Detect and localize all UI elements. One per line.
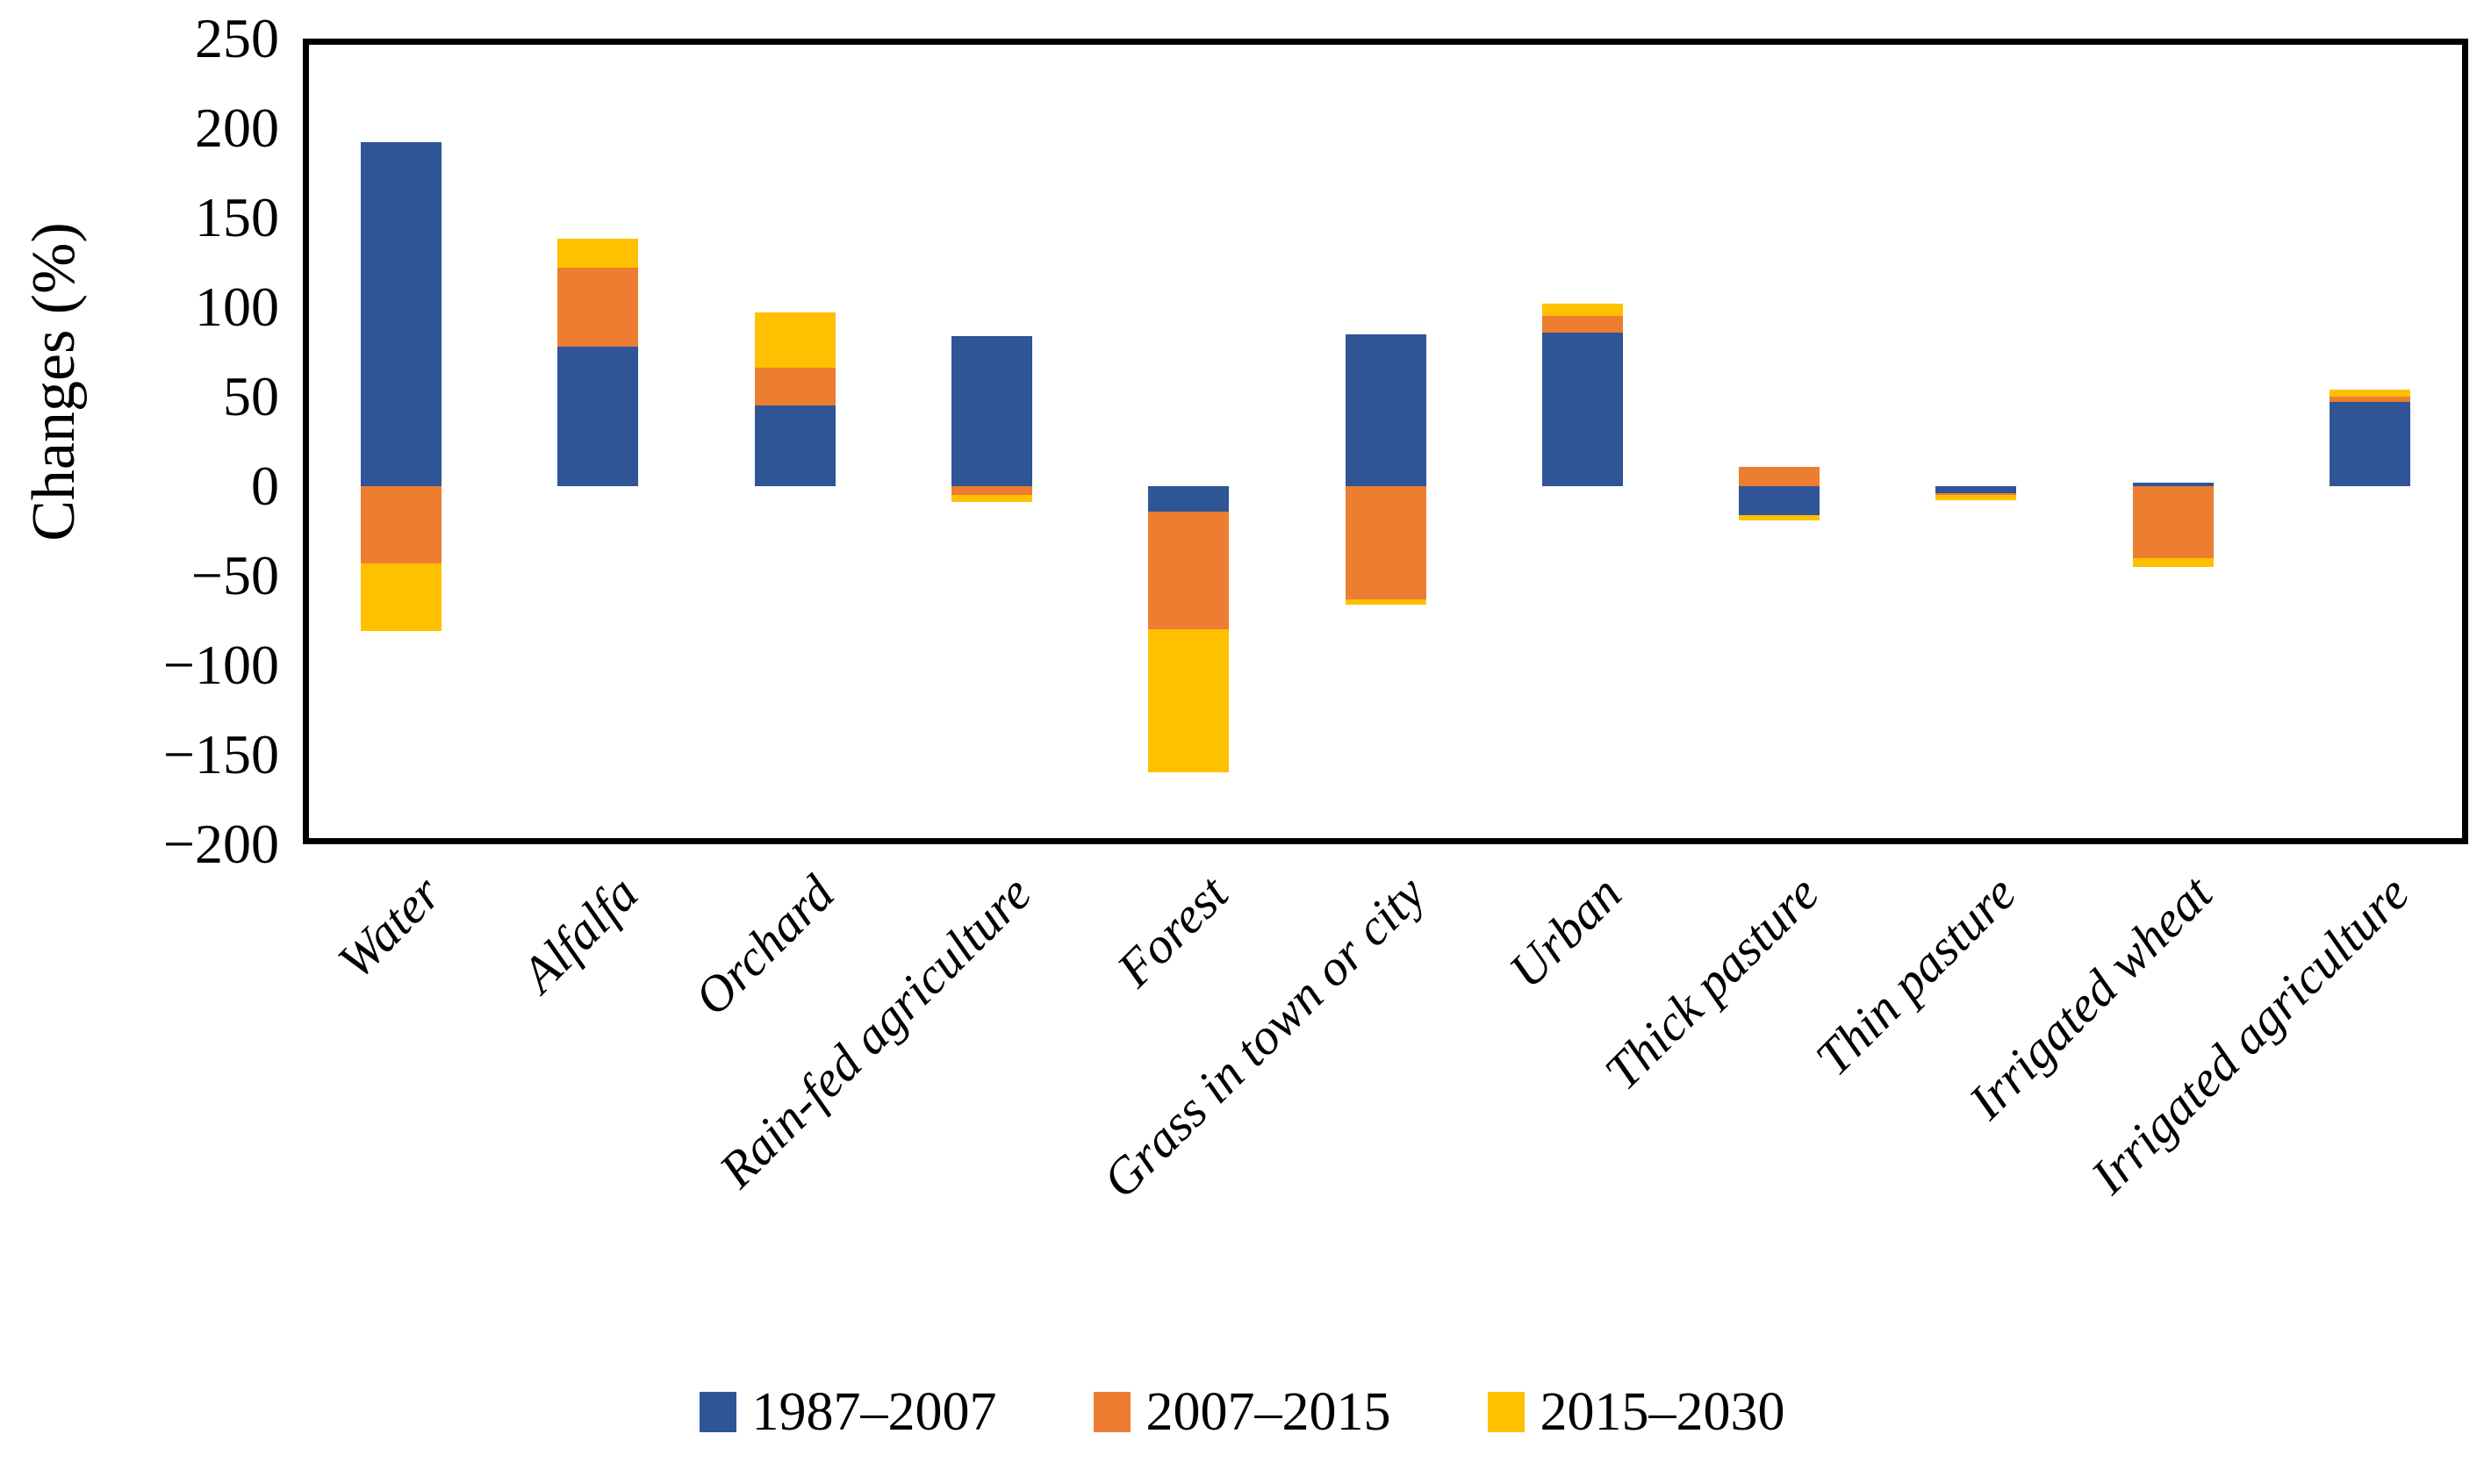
bar-segment xyxy=(1541,303,1623,317)
bar-segment xyxy=(754,368,836,406)
bar-segment xyxy=(1541,316,1623,333)
bar-segment xyxy=(2329,397,2410,403)
y-axis-tick-label: −50 xyxy=(190,544,279,606)
bar-segment xyxy=(754,405,836,486)
bar-segment xyxy=(951,335,1032,486)
legend-label: 1987–2007 xyxy=(751,1382,997,1442)
x-axis-category-label: Forest xyxy=(1105,864,1239,998)
bar-segment xyxy=(557,239,639,269)
legend-item: 1987–2007 xyxy=(699,1382,997,1442)
bar-segment xyxy=(1739,466,1820,486)
legend-label: 2015–2030 xyxy=(1540,1382,1785,1442)
legend-label: 2007–2015 xyxy=(1145,1382,1391,1442)
bar-segment xyxy=(1739,486,1820,515)
y-axis-tick-label: 250 xyxy=(195,7,279,69)
legend-item: 2015–2030 xyxy=(1487,1382,1785,1442)
y-axis-tick-label: −100 xyxy=(162,634,279,696)
bar-segment xyxy=(951,486,1032,496)
bar-segment xyxy=(2132,557,2214,567)
x-axis-category-label: Orchard xyxy=(683,864,845,1027)
bar-segment xyxy=(1148,511,1230,630)
legend-color-swatch xyxy=(1487,1392,1525,1432)
bar-segment xyxy=(557,268,639,347)
bar-segment xyxy=(1935,495,2017,501)
y-axis-tick-label: −150 xyxy=(162,723,279,785)
y-axis-tick-label: 200 xyxy=(195,97,279,159)
x-axis-category-label: Urban xyxy=(1497,864,1633,1000)
legend-color-swatch xyxy=(699,1392,736,1432)
y-axis-tick-label: −200 xyxy=(162,813,279,875)
bar-segment xyxy=(754,312,836,369)
legend-item: 2007–2015 xyxy=(1093,1382,1391,1442)
bar-segment xyxy=(951,495,1032,503)
bar-segment xyxy=(361,563,442,632)
bar-segment xyxy=(1148,486,1230,512)
bar-segment xyxy=(1345,486,1426,599)
bar-segment xyxy=(361,486,442,563)
bar-segment xyxy=(1935,493,2017,496)
bar-segment xyxy=(2132,482,2214,486)
y-axis-tick-label: 150 xyxy=(195,186,279,248)
bar-segment xyxy=(1345,599,1426,605)
y-axis-tick-label: 50 xyxy=(223,365,279,427)
y-axis-tick-label: 0 xyxy=(251,455,279,517)
bar-segment xyxy=(1739,514,1820,520)
bar-segment xyxy=(2132,486,2214,558)
legend: 1987–2007 2007–2015 2015–2030 xyxy=(0,1385,2484,1439)
bar-segment xyxy=(1541,332,1623,486)
plot-area xyxy=(303,39,2468,844)
y-axis-tick-label: 100 xyxy=(195,276,279,338)
bar-segment xyxy=(1935,486,2017,494)
bar-segment xyxy=(1148,629,1230,773)
bar-segment xyxy=(2329,389,2410,397)
bar-segment xyxy=(1345,333,1426,486)
bar-segment xyxy=(557,346,639,486)
x-axis-category-label: Thin pasture xyxy=(1804,864,2027,1087)
x-axis-category-label: Water xyxy=(326,864,452,990)
x-axis-category-label: Thick pasture xyxy=(1593,864,1830,1101)
x-axis-category-label: Alfalfa xyxy=(509,864,649,1003)
bar-segment xyxy=(361,142,442,486)
legend-color-swatch xyxy=(1093,1392,1131,1432)
bar-segment xyxy=(2329,402,2410,486)
